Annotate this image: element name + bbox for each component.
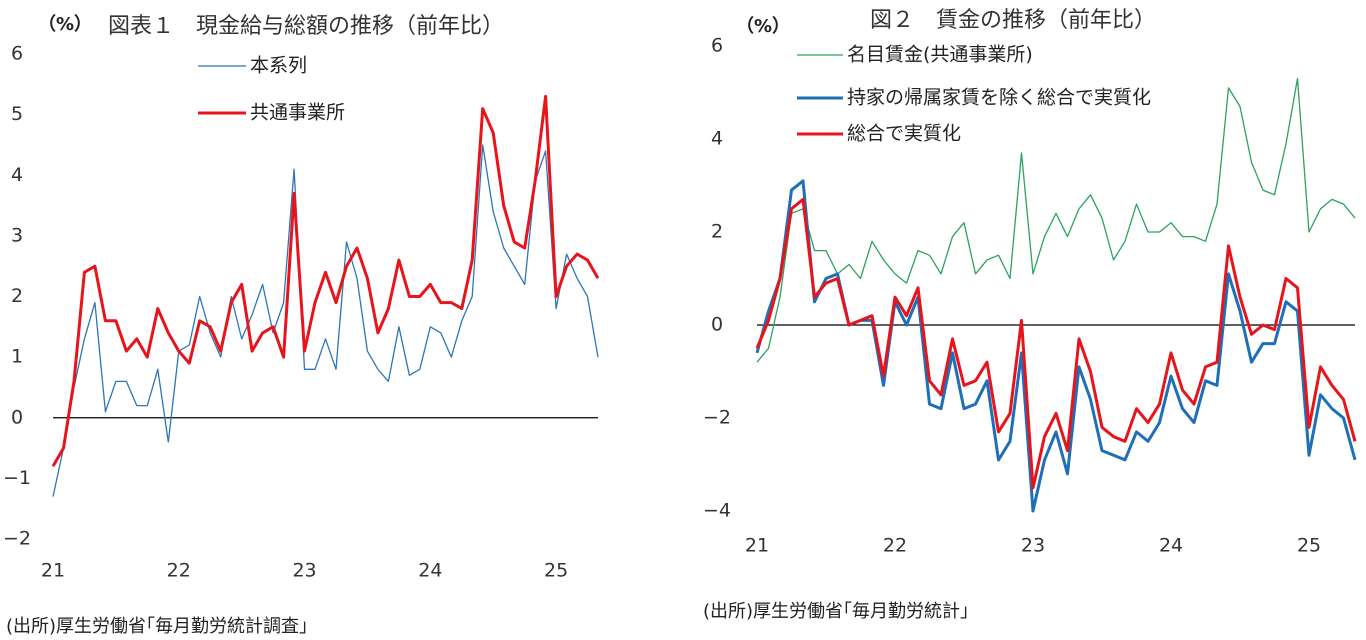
y-unit-label: （%） [38,14,92,35]
source-note: (出所)厚生労働省｢毎月勤労統計調査｣ [6,616,309,637]
series-line-3 [755,197,1357,490]
series-line-1 [756,77,1356,363]
y-tick-label: 0 [711,314,723,336]
x-tick-label: 21 [41,560,65,582]
x-tick-label: 22 [167,560,191,582]
x-tick-label: 23 [292,560,316,582]
source-note: (出所)厚生労働省｢毎月勤労統計｣ [703,601,970,622]
y-tick-label: 4 [711,128,723,150]
y-tick-label: 0 [11,406,23,428]
y-tick-label: 2 [711,221,723,243]
chart-panel-real-wage: 図２ 賃金の推移（前年比） （%） 6 4 2 0 −2 −4 21 22 23 24 25 名目賃金(共… [683,0,1366,640]
chart-title: 図２ 賃金の推移（前年比） [870,8,1156,33]
y-tick-label: 6 [11,43,23,65]
series-line-1 [52,144,599,497]
y-tick-label: 5 [11,103,23,125]
y-tick-label: −2 [3,528,31,550]
series-line-2 [51,94,600,468]
y-tick-label: −4 [703,500,731,522]
legend-label: 総合で実質化 [847,123,961,145]
chart-real-wage-svg: 図２ 賃金の推移（前年比） （%） 6 4 2 0 −2 −4 21 22 23 24 25 名目賃金(共… [703,8,1357,557]
y-tick-label: 1 [11,346,23,368]
y-tick-label: 2 [11,285,23,307]
y-tick-label: 6 [711,35,723,57]
chart-panel-wage-total: 図表１ 現金給与総額の推移（前年比） （%） 6 5 4 3 2 1 0 −1 −2 21 22 23 24… [3,14,600,637]
y-tick-label: 4 [11,164,23,186]
x-tick-label: 21 [745,535,769,557]
y-tick-label: −2 [703,407,731,429]
legend-label: 持家の帰属家賃を除く総合で実質化 [847,87,1151,109]
legend-label: 本系列 [250,55,307,77]
y-tick-label: 3 [11,224,23,246]
x-tick-label: 22 [883,535,907,557]
y-unit-label: （%） [736,16,790,37]
legend-label: 名目賃金(共通事業所) [847,44,1033,66]
legend-label: 共通事業所 [250,102,345,124]
x-tick-label: 25 [544,560,568,582]
x-tick-label: 23 [1021,535,1045,557]
x-tick-label: 24 [418,560,442,582]
y-tick-label: −1 [3,467,31,489]
series-line-2 [755,179,1357,513]
x-tick-label: 24 [1159,535,1183,557]
chart-title: 図表１ 現金給与総額の推移（前年比） [108,14,504,39]
x-tick-label: 25 [1297,535,1321,557]
